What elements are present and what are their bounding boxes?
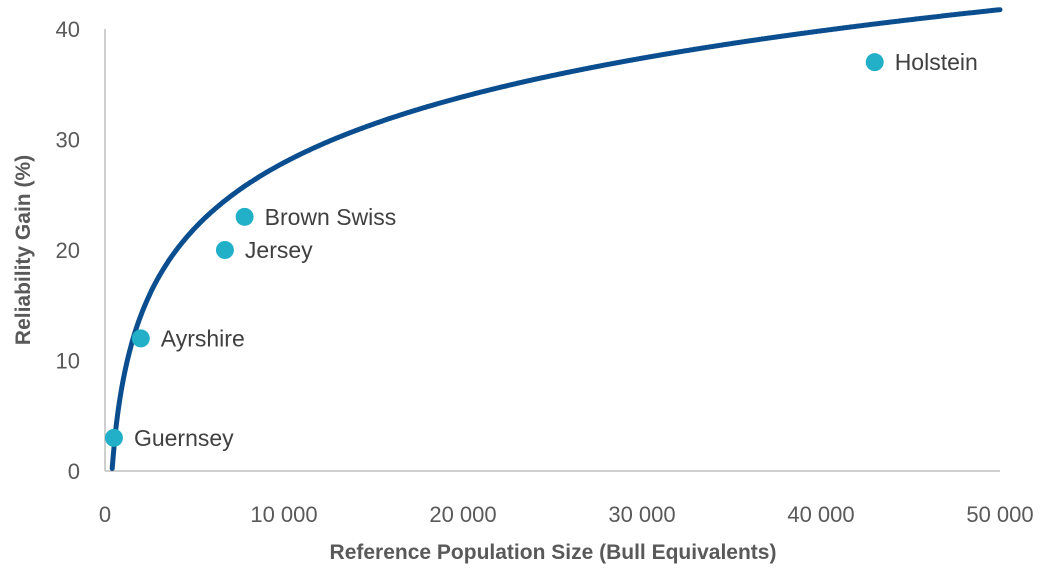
point-label: Guernsey bbox=[134, 425, 234, 451]
data-point-holstein bbox=[865, 53, 884, 72]
data-points: Guernsey Ayrshire Jersey Brown Swiss Holstei… bbox=[104, 49, 978, 451]
log-trendline bbox=[109, 7, 1003, 471]
x-tick-label: 40 000 bbox=[787, 502, 854, 527]
y-axis-title: Reliability Gain (%) bbox=[12, 155, 35, 345]
x-tick-labels: 0 10 000 20 000 30 000 40 000 50 000 bbox=[99, 502, 1034, 527]
data-point-guernsey bbox=[104, 428, 123, 447]
data-point-ayrshire bbox=[131, 329, 150, 348]
point-label: Jersey bbox=[245, 237, 313, 263]
point-label: Ayrshire bbox=[161, 325, 245, 351]
point-label: Brown Swiss bbox=[265, 204, 397, 230]
x-tick-label: 0 bbox=[99, 502, 111, 527]
y-tick-label: 40 bbox=[56, 17, 80, 42]
x-axis-title: Reference Population Size (Bull Equivale… bbox=[330, 541, 777, 564]
data-point-jersey bbox=[215, 241, 234, 259]
y-tick-label: 30 bbox=[56, 128, 80, 153]
x-tick-label: 30 000 bbox=[608, 502, 675, 527]
y-tick-label: 0 bbox=[68, 459, 80, 484]
y-tick-label: 20 bbox=[56, 238, 80, 263]
x-tick-label: 20 000 bbox=[429, 502, 496, 527]
x-tick-label: 10 000 bbox=[250, 502, 317, 527]
y-tick-labels: 0 10 20 30 40 bbox=[56, 17, 80, 484]
x-tick-label: 50 000 bbox=[966, 502, 1033, 527]
y-tick-label: 10 bbox=[56, 349, 80, 374]
point-label: Holstein bbox=[895, 49, 978, 75]
data-point-brown-swiss bbox=[235, 207, 254, 226]
